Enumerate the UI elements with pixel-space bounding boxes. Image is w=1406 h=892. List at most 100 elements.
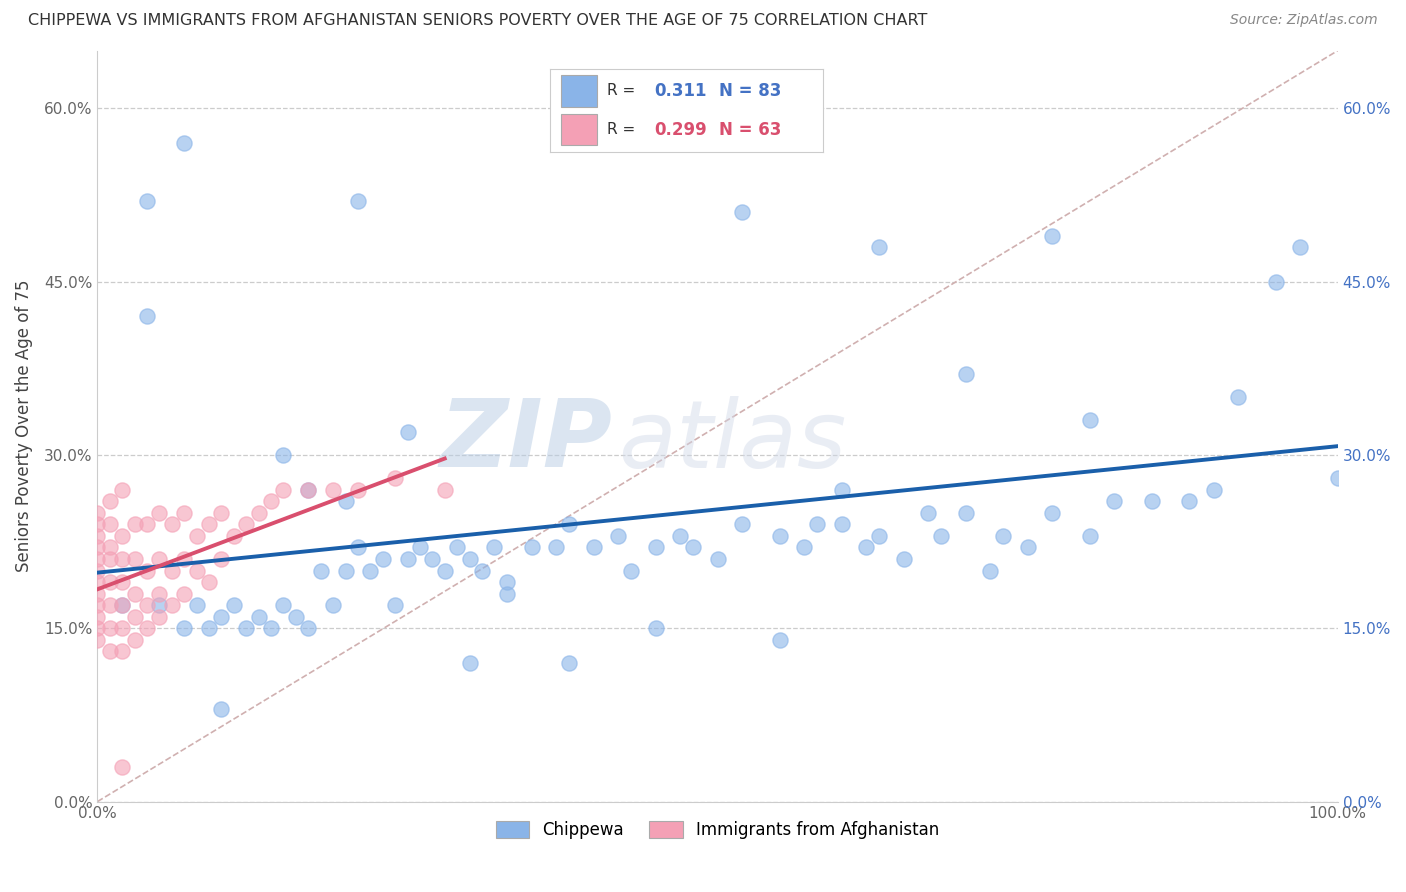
Point xyxy=(111,483,134,497)
Point xyxy=(98,575,121,590)
Point xyxy=(98,552,121,566)
Point xyxy=(148,552,170,566)
Point xyxy=(124,609,146,624)
Point xyxy=(124,632,146,647)
Point xyxy=(273,448,295,462)
Point xyxy=(706,552,728,566)
Point xyxy=(247,506,270,520)
Point xyxy=(371,552,394,566)
Point xyxy=(173,587,195,601)
Point xyxy=(359,564,381,578)
Text: Source: ZipAtlas.com: Source: ZipAtlas.com xyxy=(1230,13,1378,28)
Point xyxy=(644,541,666,555)
Point xyxy=(111,644,134,658)
Point xyxy=(86,529,108,543)
Point xyxy=(1202,483,1225,497)
Point xyxy=(768,632,790,647)
Point xyxy=(347,541,370,555)
Point xyxy=(1078,413,1101,427)
Point xyxy=(86,621,108,635)
Point xyxy=(98,621,121,635)
Point xyxy=(173,506,195,520)
Point xyxy=(273,598,295,612)
Point xyxy=(222,598,245,612)
Point xyxy=(86,564,108,578)
Point xyxy=(917,506,939,520)
Point xyxy=(98,517,121,532)
Point xyxy=(309,564,332,578)
Point xyxy=(136,621,159,635)
Point xyxy=(160,517,183,532)
Point xyxy=(1227,390,1250,404)
Point xyxy=(322,483,344,497)
Point xyxy=(148,598,170,612)
Point xyxy=(148,587,170,601)
Point xyxy=(98,494,121,508)
Point xyxy=(260,494,283,508)
Point xyxy=(198,575,221,590)
Point xyxy=(136,564,159,578)
Point xyxy=(484,541,506,555)
Point xyxy=(235,517,257,532)
Point xyxy=(420,552,443,566)
Point xyxy=(731,517,754,532)
Point xyxy=(86,587,108,601)
Point xyxy=(831,517,853,532)
Point xyxy=(396,425,419,439)
Point xyxy=(335,494,357,508)
Point xyxy=(136,598,159,612)
Point xyxy=(1017,541,1039,555)
Point xyxy=(347,483,370,497)
Text: CHIPPEWA VS IMMIGRANTS FROM AFGHANISTAN SENIORS POVERTY OVER THE AGE OF 75 CORRE: CHIPPEWA VS IMMIGRANTS FROM AFGHANISTAN … xyxy=(28,13,928,29)
Point xyxy=(1326,471,1348,485)
Point xyxy=(682,541,704,555)
Point xyxy=(1104,494,1126,508)
Point xyxy=(86,541,108,555)
Point xyxy=(868,529,890,543)
Point xyxy=(558,517,581,532)
Point xyxy=(136,310,159,324)
Point xyxy=(198,621,221,635)
Point xyxy=(111,575,134,590)
Point xyxy=(273,483,295,497)
Point xyxy=(384,598,406,612)
Point xyxy=(86,598,108,612)
Point xyxy=(582,541,605,555)
Legend: Chippewa, Immigrants from Afghanistan: Chippewa, Immigrants from Afghanistan xyxy=(489,814,946,846)
Point xyxy=(793,541,815,555)
Point xyxy=(111,598,134,612)
Point xyxy=(111,621,134,635)
Point xyxy=(558,656,581,670)
Text: ZIP: ZIP xyxy=(439,395,612,487)
Point xyxy=(546,541,568,555)
Point xyxy=(297,621,319,635)
Point xyxy=(991,529,1014,543)
Point xyxy=(955,367,977,381)
Point xyxy=(669,529,692,543)
Point xyxy=(235,621,257,635)
Point xyxy=(148,609,170,624)
Point xyxy=(396,552,419,566)
Point xyxy=(979,564,1001,578)
Point xyxy=(86,632,108,647)
Point xyxy=(433,483,456,497)
Point xyxy=(806,517,828,532)
Point xyxy=(322,598,344,612)
Point xyxy=(136,517,159,532)
Point xyxy=(211,552,233,566)
Text: atlas: atlas xyxy=(619,396,846,487)
Point xyxy=(211,609,233,624)
Point xyxy=(1264,275,1286,289)
Point xyxy=(211,506,233,520)
Point xyxy=(86,506,108,520)
Point xyxy=(495,575,517,590)
Point xyxy=(731,205,754,219)
Point xyxy=(173,552,195,566)
Point xyxy=(124,587,146,601)
Point xyxy=(86,609,108,624)
Point xyxy=(186,598,208,612)
Point xyxy=(893,552,915,566)
Point xyxy=(768,529,790,543)
Point xyxy=(831,483,853,497)
Point xyxy=(929,529,952,543)
